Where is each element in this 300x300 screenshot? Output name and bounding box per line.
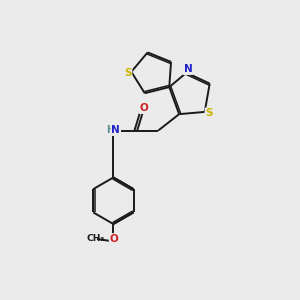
Text: CH₃: CH₃ [86,235,105,244]
Text: N: N [184,64,192,74]
Text: O: O [110,234,118,244]
Text: S: S [124,68,131,78]
Text: O: O [140,103,148,113]
Text: N: N [111,125,120,135]
Text: S: S [206,108,213,118]
Text: H: H [106,125,114,135]
